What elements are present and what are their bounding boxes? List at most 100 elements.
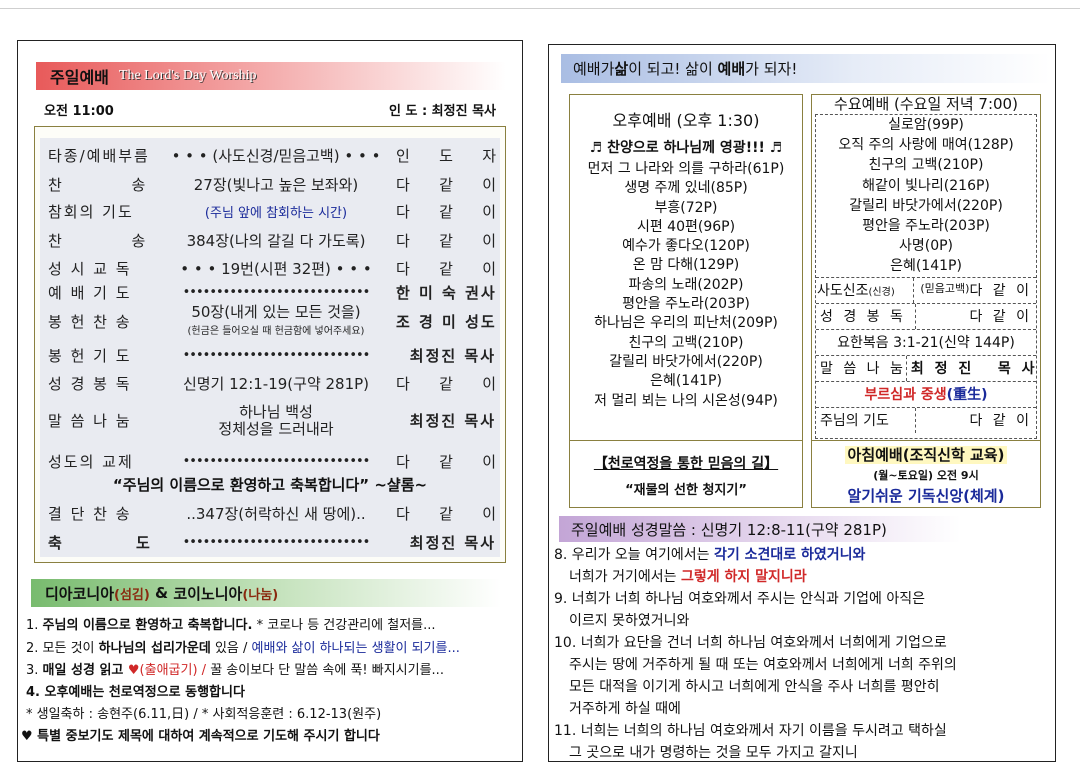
song-item: 은혜(141P)	[650, 373, 722, 390]
order-label: 말 씀 나 눔	[48, 411, 132, 430]
top-divider	[0, 8, 1080, 9]
verse-line: 11. 너희는 너희의 하나님 여호와께서 자기 이름을 두시려고 택하실	[554, 723, 947, 739]
order-row: 성 경 봉 독 신명기 12:1-19(구약 281P) 다 같 이	[48, 373, 496, 394]
order-person: 최정진 목사	[409, 347, 496, 365]
song-item: 친구의 고백(210P)	[868, 157, 984, 174]
banner-korean-title: 주일예배	[50, 68, 109, 87]
order-row: 축 도 •••••••••••••••••••••••••••• 최정진 목사	[48, 532, 496, 553]
order-row: 결 단 찬 송 ..347장(허락하신 새 땅에).. 다 같 이	[48, 503, 496, 524]
koinonia-sub: (나눔)	[242, 587, 279, 603]
order-content: ••••••••••••••••••••••••••••	[182, 535, 371, 550]
order-label: 봉 헌 기 도	[48, 347, 132, 365]
order-label: 결 단 찬 송	[48, 505, 132, 523]
song-item: 갈릴리 바닷가에서(220P)	[609, 353, 763, 370]
order-label: 타종/예배부름	[48, 147, 150, 165]
song-item: 파송의 노래(202P)	[628, 276, 744, 293]
wednesday-worship-box: 수요예배 (수요일 저녁 7:00) 실로암(99P) 오직 주의 사랑에 매여(…	[811, 94, 1041, 441]
morning-subject: 알기쉬운 기독신앙(체계)	[847, 487, 1005, 505]
order-label: 봉 헌 찬 송	[48, 312, 132, 331]
order-row: 찬 송 384장(나의 갈길 다 가도록) 다 같 이	[48, 230, 496, 251]
order-of-worship: 타종/예배부름 • • • (사도신경/믿음고백) • • • 인 도 자 찬 송 27장(…	[34, 126, 506, 563]
verse-line: 그 곳으로 내가 명령하는 것을 모두 가지고 갈지니	[569, 745, 858, 761]
order-person: 최정진 목사	[409, 534, 496, 552]
order-row: 봉 헌 찬 송 50장(내게 있는 모든 것을) (헌금은 들어오실 때 헌금함에 …	[48, 304, 496, 340]
verse-line: 10. 너희가 요단을 건너 너희 하나님 여호와께서 너희에게 기업으로	[554, 635, 947, 651]
verse-line: 이르지 못하였거니와	[569, 613, 690, 629]
order-content: 신명기 12:1-19(구약 281P)	[182, 375, 370, 393]
order-row: 찬 송 27장(빛나고 높은 보좌와) 다 같 이	[48, 174, 496, 195]
order-label: 성 시 교 독	[48, 260, 132, 278]
afternoon-title: 오후예배 (오후 1:30)	[612, 111, 760, 130]
order-content: ..347장(허락하신 새 땅에)..	[186, 505, 366, 523]
wednesday-song-list: 실로암(99P) 오직 주의 사랑에 매여(128P) 친구의 고백(210P) 해같…	[816, 115, 1036, 277]
order-content: 384장(나의 갈길 다 가도록)	[186, 232, 366, 250]
news-item-4: 4. 오후예배는 천로역정으로 동행합니다	[26, 685, 245, 700]
wednesday-title: 수요예배 (수요일 저녁 7:00)	[834, 95, 1018, 113]
order-content: 하나님 백성 정체성을 드러내라	[218, 403, 334, 438]
song-item: 부흥(72P)	[654, 199, 718, 216]
song-item: 시편 40편(96P)	[636, 218, 736, 235]
order-content: • • • (사도신경/믿음고백) • • •	[171, 147, 381, 165]
verse-line: 9. 너희가 너희 하나님 여호와께서 주시는 안식과 기업에 아직은	[554, 591, 925, 607]
order-content: ••••••••••••••••••••••••••••	[182, 454, 371, 469]
order-row: 성도의 교제 •••••••••••••••••••••••••••• 다 같 이	[48, 451, 496, 472]
time-leader-row: 오전 11:00 인 도 : 최정진 목사	[44, 100, 496, 119]
banner-english-title: The Lord's Day Worship	[118, 68, 257, 83]
order-content: 50장(내게 있는 모든 것을) (헌금은 들어오실 때 헌금함에 넣어주세요)	[187, 303, 365, 338]
order-content: • • • 19번(시편 32편) • • •	[180, 260, 372, 278]
welcome-quote: “주님의 이름으로 환영하고 축복합니다” ~샬롬~	[112, 476, 428, 494]
order-row: 성 시 교 독 • • • 19번(시편 32편) • • • 다 같 이	[48, 258, 496, 279]
study-title: 【천로역정을 통한 믿음의 길】	[593, 456, 779, 472]
koinonia-title: 코이노니아	[173, 584, 243, 603]
song-item: 생명 주께 있네(85P)	[624, 180, 748, 197]
song-item: 은혜(141P)	[890, 258, 962, 275]
wednesday-order: 실로암(99P) 오직 주의 사랑에 매여(128P) 친구의 고백(210P) 해같…	[815, 114, 1037, 439]
heart-icon: ♥	[21, 729, 33, 744]
pilgrim-study-box: 【천로역정을 통한 믿음의 길】 “재물의 선한 청지기”	[569, 441, 803, 508]
song-item: 저 멀리 뵈는 나의 시온성(94P)	[594, 392, 778, 409]
prayer-row: 주님의 기도 다 같 이	[816, 406, 1036, 433]
order-label: 참회의 기도	[48, 203, 134, 221]
order-row: 예 배 기 도 •••••••••••••••••••••••••••• 한 미 숙…	[48, 282, 496, 303]
order-content: (주님 앞에 참회하는 시간)	[204, 206, 348, 221]
sunday-worship-banner: 주일예배 The Lord's Day Worship	[36, 62, 506, 90]
heart-icon: ♥	[127, 663, 140, 678]
order-person: 최정진 목사	[409, 411, 496, 430]
news-birthday: * 생일축하 : 송현주(6.11,日) / * 사회적응훈련 : 6.12-1…	[26, 707, 382, 722]
news-item-1: 1. 주님의 이름으로 환영하고 축복합니다. * 코로나 등 건강관리에 철저…	[26, 618, 436, 633]
morning-worship-box: 아침예배(조직신학 교육) (월~토요일) 오전 9시 알기쉬운 기독신앙(체계…	[811, 441, 1041, 508]
order-row: 참회의 기도 (주님 앞에 참회하는 시간) 다 같 이	[48, 201, 496, 222]
reading-text: 요한복음 3:1-21(신약 144P)	[816, 328, 1036, 355]
diakonia-sub: (섬김)	[114, 587, 150, 603]
order-person: 한 미 숙 권사	[396, 284, 497, 302]
afternoon-song-list: 먼저 그 나라와 의를 구하라(61P) 생명 주께 있네(85P) 부흥(72P)…	[570, 160, 802, 411]
verse-line: 주시는 땅에 거주하게 될 때 또는 여호와께서 너희에게 너희 주위의	[569, 657, 957, 673]
creed-row: 사도신조 (신경) (믿음고백) 다 같 이	[816, 276, 1036, 303]
scripture-banner: 주일예배 성경말씀 : 신명기 12:8-11(구약 281P)	[559, 516, 961, 542]
afternoon-worship-box: 오후예배 (오후 1:30) ♬ 찬양으로 하나님께 영광!!! ♬ 먼저 그 …	[569, 94, 803, 441]
order-content: 27장(빛나고 높은 보좌와)	[193, 176, 359, 194]
order-list: 타종/예배부름 • • • (사도신경/믿음고백) • • • 인 도 자 찬 송 27장(…	[40, 138, 500, 557]
song-item: 오직 주의 사랑에 매여(128P)	[838, 137, 1014, 154]
order-label: 성도의 교제	[48, 453, 134, 471]
order-person: 조 경 미 성도	[396, 312, 497, 331]
order-label: 찬 송	[48, 232, 148, 250]
sermon-title: 부르심과 중생 (重生)	[816, 380, 1036, 407]
song-item: 하나님은 우리의 피난처(209P)	[594, 315, 778, 332]
song-item: 평안을 주노라(203P)	[622, 296, 750, 313]
song-item: 먼저 그 나라와 의를 구하라(61P)	[587, 161, 785, 177]
worship-time: 오전 11:00	[44, 104, 114, 119]
order-label: 예 배 기 도	[48, 284, 132, 302]
song-item: 갈릴리 바닷가에서(220P)	[849, 197, 1003, 214]
diakonia-title: 디아코니아	[45, 584, 115, 603]
